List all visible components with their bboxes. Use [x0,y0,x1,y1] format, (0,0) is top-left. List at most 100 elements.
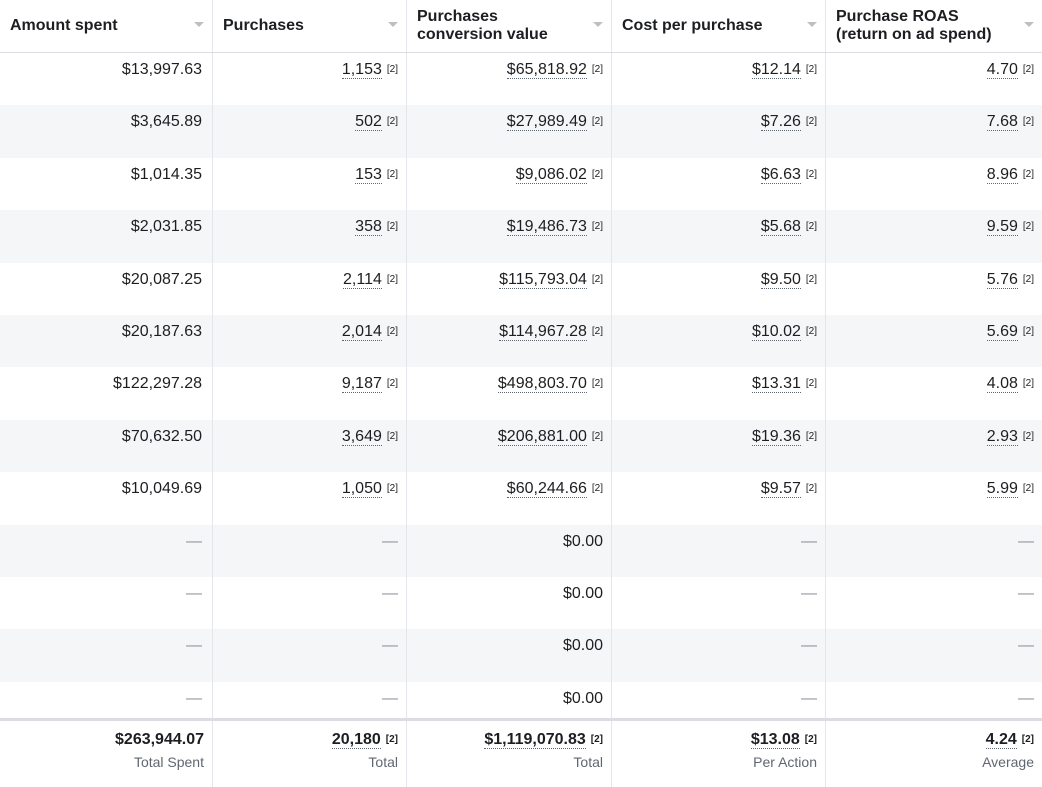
footnote-marker[interactable]: [2] [1022,378,1034,390]
cell-value-link[interactable]: $9,086.02 [515,165,587,184]
footnote-marker[interactable]: [2] [805,325,817,337]
footnote-marker[interactable]: [2] [386,221,398,233]
sort-caret-icon[interactable] [388,22,398,27]
cell-value-link[interactable]: $65,818.92 [506,61,587,79]
column-header-conversion-value[interactable]: Purchases conversion value [407,0,612,52]
cell-value-link[interactable]: $6.63 [760,165,801,184]
table-row[interactable]: $20,187.63 2,014 [2] $114,967.28 [2] $10.02 [2… [0,314,1042,368]
footnote-marker[interactable]: [2] [805,116,817,128]
column-header-purchase-roas[interactable]: Purchase ROAS (return on ad spend) [826,0,1042,52]
cell-value-link[interactable]: 2,014 [341,322,382,341]
cell-value-link[interactable]: 5.76 [986,270,1018,289]
footnote-marker[interactable]: [2] [386,483,398,495]
footnote-marker[interactable]: [2] [805,430,817,442]
footnote-marker[interactable]: [2] [805,483,817,495]
cell-value-link[interactable]: $19,486.73 [506,218,587,237]
cell-value-link[interactable]: 1,153 [341,61,382,79]
cell-value-link[interactable]: $5.68 [760,218,801,237]
cell-value-link[interactable]: $7.26 [760,113,801,132]
footnote-marker[interactable]: [2] [591,273,603,285]
cell-value-link[interactable]: $115,793.04 [499,270,587,289]
footnote-marker[interactable]: [2] [1022,430,1034,442]
footnote-marker[interactable]: [2] [591,483,603,495]
footnote-marker[interactable]: [2] [385,734,398,745]
table-row[interactable]: $2,031.85 358 [2] $19,486.73 [2] $5.68 [2] 9.59… [0,210,1042,263]
cell-value-link[interactable]: 9.59 [986,218,1018,237]
footnote-marker[interactable]: [2] [1022,325,1034,337]
footnote-marker[interactable]: [2] [591,430,603,442]
footnote-marker[interactable]: [2] [805,221,817,233]
cell-value-link[interactable]: $13.31 [751,375,801,394]
cell-value-link[interactable]: 2,114 [343,270,382,289]
footnote-marker[interactable]: [2] [805,64,817,75]
footnote-marker[interactable]: [2] [591,168,603,180]
footnote-marker[interactable]: [2] [591,64,603,75]
footnote-marker[interactable]: [2] [386,430,398,442]
column-header-amount-spent[interactable]: Amount spent [0,0,213,52]
cell-value-link[interactable]: $12.14 [751,61,801,79]
table-row[interactable]: $122,297.28 9,187 [2] $498,803.70 [2] $13.31 [… [0,367,1042,420]
column-header-cost-per-purchase[interactable]: Cost per purchase [612,0,826,52]
footnote-marker[interactable]: [2] [1021,734,1034,745]
footnote-marker[interactable]: [2] [591,378,603,390]
cell-value-link[interactable]: $9.57 [760,480,801,499]
sort-caret-icon[interactable] [194,22,204,27]
cell-value-link[interactable]: 358 [355,218,382,237]
footnote-marker[interactable]: [2] [1022,483,1034,495]
cell-value-link[interactable]: $114,967.28 [499,322,587,341]
cell-value-link[interactable]: 7.68 [986,113,1018,132]
cell-value-link[interactable]: 502 [355,113,382,132]
footnote-marker[interactable]: [2] [591,325,603,337]
total-value[interactable]: $1,119,070.83 [484,731,586,749]
table-row[interactable]: — — $0.00 — — [0,524,1042,577]
total-value[interactable]: $13.08 [750,731,800,749]
cell-value-link[interactable]: $10.02 [751,322,801,341]
column-header-purchases[interactable]: Purchases [213,0,407,52]
cell-value-link[interactable]: $206,881.00 [497,427,587,446]
cell-value-link[interactable]: 4.70 [986,61,1018,79]
footnote-marker[interactable]: [2] [805,273,817,285]
footnote-marker[interactable]: [2] [1022,64,1034,75]
total-value[interactable]: 4.24 [985,731,1017,749]
footnote-marker[interactable]: [2] [386,378,398,390]
footnote-marker[interactable]: [2] [805,168,817,180]
cell-value-link[interactable]: 3,649 [341,427,382,446]
table-row[interactable]: $10,049.69 1,050 [2] $60,244.66 [2] $9.57 [2] 5… [0,472,1042,525]
footnote-marker[interactable]: [2] [591,116,603,128]
cell-value-link[interactable]: $60,244.66 [506,480,587,499]
footnote-marker[interactable]: [2] [1022,168,1034,180]
cell-value-link[interactable]: 1,050 [341,480,382,499]
cell-value-link[interactable]: 8.96 [986,165,1018,184]
cell-value-link[interactable]: $27,989.49 [506,113,587,132]
footnote-marker[interactable]: [2] [804,734,817,745]
footnote-marker[interactable]: [2] [386,168,398,180]
cell-value-link[interactable]: 5.69 [986,322,1018,341]
table-row[interactable]: $20,087.25 2,114 [2] $115,793.04 [2] $9.50 [2]… [0,262,1042,315]
sort-caret-icon[interactable] [1024,22,1034,27]
cell-value-link[interactable]: 5.99 [986,480,1018,499]
cell-value-link[interactable]: 153 [355,165,382,184]
table-row[interactable]: — — $0.00 — — [0,629,1042,682]
footnote-marker[interactable]: [2] [1022,273,1034,285]
table-row[interactable]: $70,632.50 3,649 [2] $206,881.00 [2] $19.36 [2… [0,419,1042,473]
footnote-marker[interactable]: [2] [1022,221,1034,233]
footnote-marker[interactable]: [2] [386,273,398,285]
cell-value-link[interactable]: 2.93 [986,427,1018,446]
total-value[interactable]: 20,180 [331,731,381,749]
cell-value-link[interactable]: $9.50 [760,270,801,289]
footnote-marker[interactable]: [2] [591,221,603,233]
table-row[interactable]: $1,014.35 153 [2] $9,086.02 [2] $6.63 [2] 8.96 [… [0,157,1042,211]
table-row[interactable]: — — $0.00 — — [0,576,1042,630]
footnote-marker[interactable]: [2] [386,116,398,128]
footnote-marker[interactable]: [2] [386,64,398,75]
footnote-marker[interactable]: [2] [1022,116,1034,128]
table-row[interactable]: — — $0.00 — — [0,681,1042,735]
footnote-marker[interactable]: [2] [590,734,603,745]
footnote-marker[interactable]: [2] [805,378,817,390]
cell-value-link[interactable]: $19.36 [751,427,801,446]
sort-caret-icon[interactable] [807,22,817,27]
table-row[interactable]: $13,997.63 1,153 [2] $65,818.92 [2] $12.14 [2]… [0,53,1042,106]
table-row[interactable]: $3,645.89 502 [2] $27,989.49 [2] $7.26 [2] 7.68… [0,105,1042,158]
cell-value-link[interactable]: $498,803.70 [497,375,587,394]
cell-value-link[interactable]: 9,187 [341,375,382,394]
